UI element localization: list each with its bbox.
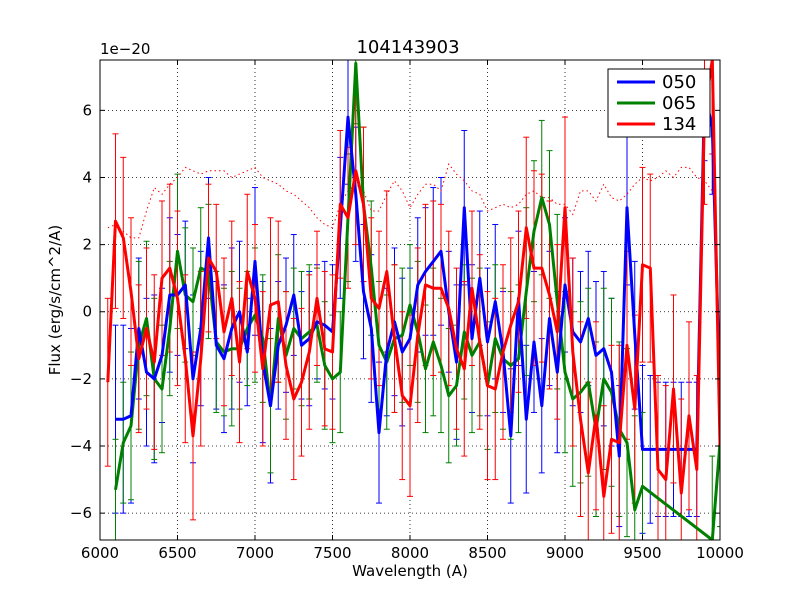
y-tick-label: −4	[70, 437, 92, 455]
chart-title: 104143903	[356, 37, 459, 58]
x-tick-label: 6000	[81, 544, 119, 562]
x-tick-label: 10000	[696, 544, 744, 562]
x-tick-label: 7500	[313, 544, 351, 562]
y-tick-label: 0	[82, 303, 92, 321]
y-tick-label: 6	[82, 101, 92, 119]
legend-label-050: 050	[662, 72, 696, 93]
x-axis-label: Wavelength (A)	[352, 562, 468, 580]
legend: 050 065 134	[607, 68, 711, 138]
x-tick-label: 8500	[468, 544, 506, 562]
x-tick-label: 9000	[546, 544, 584, 562]
ticks: 6000 6500 7000 7500 8000 8500 9000 9500 10000 −6 −…	[70, 60, 744, 562]
y-offset-label: 1e−20	[100, 40, 150, 58]
y-tick-label: 2	[82, 236, 92, 254]
series-line-134	[106, 60, 720, 498]
legend-label-134: 134	[662, 114, 696, 135]
x-tick-label: 9500	[623, 544, 661, 562]
x-tick-label: 6500	[158, 544, 196, 562]
y-tick-label: 4	[82, 168, 92, 186]
series-line-050	[115, 92, 720, 458]
series-lines	[106, 60, 720, 540]
y-tick-label: −6	[70, 504, 92, 522]
y-axis-label: Flux (erg/s/cm^2/A)	[46, 225, 64, 376]
x-tick-label: 7000	[236, 544, 274, 562]
error-bars	[104, 60, 720, 540]
x-tick-label: 8000	[391, 544, 429, 562]
y-tick-label: −2	[70, 370, 92, 388]
legend-label-065: 065	[662, 93, 696, 114]
